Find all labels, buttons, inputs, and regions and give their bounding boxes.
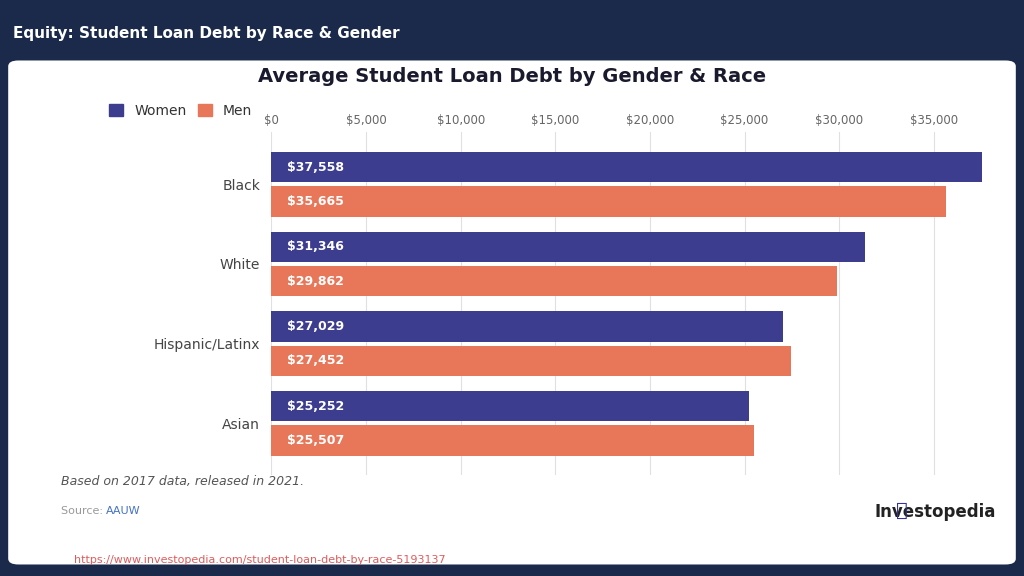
Text: https://www.investopedia.com/student-loan-debt-by-race-5193137: https://www.investopedia.com/student-loa… xyxy=(74,555,445,565)
Bar xyxy=(271,312,783,342)
Bar xyxy=(271,232,864,262)
Bar xyxy=(271,391,750,422)
Bar xyxy=(271,266,837,296)
Text: $35,665: $35,665 xyxy=(287,195,343,208)
Text: Source:: Source: xyxy=(61,506,106,516)
Bar xyxy=(271,346,791,376)
Text: Source:: Source: xyxy=(13,555,58,565)
FancyBboxPatch shape xyxy=(8,60,1016,564)
Text: $37,558: $37,558 xyxy=(287,161,343,173)
Text: $31,346: $31,346 xyxy=(287,240,343,253)
Text: ⓘ: ⓘ xyxy=(896,501,908,520)
Text: Investopedia: Investopedia xyxy=(874,503,995,521)
Text: Equity: Student Loan Debt by Race & Gender: Equity: Student Loan Debt by Race & Gend… xyxy=(13,26,400,41)
Text: $27,029: $27,029 xyxy=(287,320,344,333)
Text: $25,507: $25,507 xyxy=(287,434,344,447)
Bar xyxy=(271,152,982,182)
Text: $27,452: $27,452 xyxy=(287,354,344,367)
Text: $25,252: $25,252 xyxy=(287,400,344,413)
Text: Average Student Loan Debt by Gender & Race: Average Student Loan Debt by Gender & Ra… xyxy=(258,67,766,85)
Text: AAUW: AAUW xyxy=(105,506,140,516)
Legend: Women, Men: Women, Men xyxy=(110,104,252,118)
Text: $29,862: $29,862 xyxy=(287,275,343,287)
Bar xyxy=(271,426,754,456)
Text: Based on 2017 data, released in 2021.: Based on 2017 data, released in 2021. xyxy=(61,475,304,488)
Bar xyxy=(271,186,946,217)
